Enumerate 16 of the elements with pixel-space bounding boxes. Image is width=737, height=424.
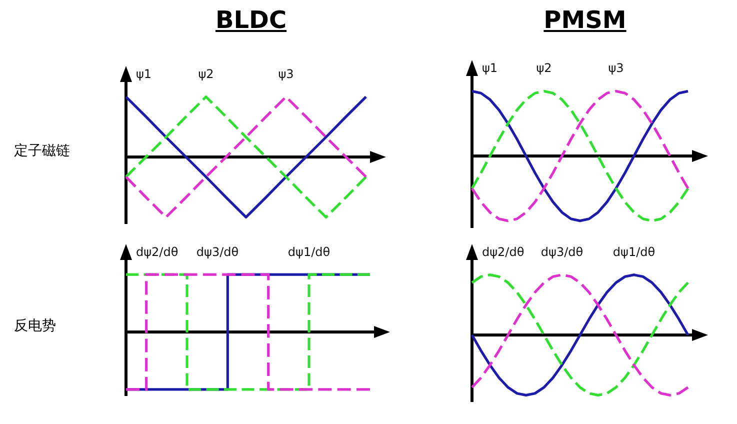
chart-title: PMSM: [542, 6, 628, 34]
series-label: ψ3: [278, 67, 294, 81]
series-label: dψ2/dθ: [482, 245, 524, 259]
series-label: dψ1/dθ: [288, 245, 330, 259]
series-label: ψ2: [198, 67, 214, 81]
chart-title: BLDC: [214, 6, 288, 34]
series-label: ψ3: [608, 61, 624, 75]
series-label: ψ1: [482, 61, 498, 75]
series-label: ψ2: [536, 61, 552, 75]
y-axis-title: 反电势: [14, 317, 57, 335]
series-label: dψ3/dθ: [540, 245, 584, 259]
series-label: dψ2/dθ: [136, 245, 178, 259]
series-label: ψ1: [136, 67, 152, 81]
series-label: dψ1/dθ: [612, 245, 656, 259]
series-label: dψ3/dθ: [196, 245, 239, 259]
y-axis-title: 定子磁链: [14, 142, 71, 160]
